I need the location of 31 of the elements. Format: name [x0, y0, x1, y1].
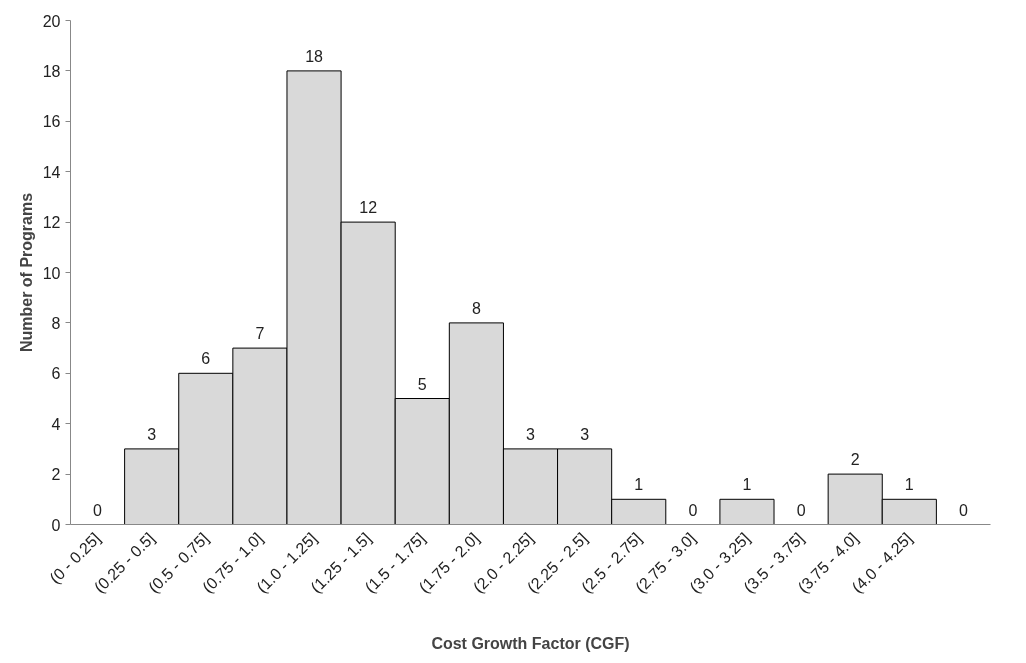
data-label: 0 — [796, 501, 806, 519]
y-tick-label: 10 — [42, 264, 61, 282]
data-label: 0 — [93, 501, 103, 519]
y-tick-label: 8 — [51, 314, 61, 332]
data-label: 6 — [201, 350, 211, 368]
data-label: 1 — [634, 476, 644, 494]
y-tick-label: 18 — [42, 62, 61, 80]
data-label: 12 — [359, 199, 378, 217]
y-tick-label: 14 — [42, 163, 61, 181]
data-label: 2 — [850, 451, 860, 469]
y-tick-label: 6 — [51, 365, 61, 383]
data-label: 5 — [417, 375, 427, 393]
data-label: 1 — [742, 476, 752, 494]
data-label: 7 — [255, 325, 265, 343]
data-label: 0 — [958, 501, 968, 519]
y-tick-label: 12 — [42, 214, 61, 232]
data-label: 3 — [526, 426, 536, 444]
y-tick-label: 16 — [42, 113, 61, 131]
bar — [719, 498, 775, 525]
data-label: 1 — [904, 476, 914, 494]
data-label: 0 — [688, 501, 698, 519]
y-tick-label: 0 — [51, 516, 61, 534]
data-label: 8 — [471, 300, 481, 318]
data-label: 3 — [580, 426, 590, 444]
x-axis-title: Cost Growth Factor (CGF) — [431, 635, 630, 653]
y-tick-label: 20 — [42, 12, 61, 30]
data-label: 18 — [305, 48, 324, 66]
data-label: 3 — [147, 426, 157, 444]
y-tick-label: 4 — [51, 415, 61, 433]
y-axis-title: Number of Programs — [17, 192, 35, 353]
y-tick-label: 2 — [51, 466, 61, 484]
